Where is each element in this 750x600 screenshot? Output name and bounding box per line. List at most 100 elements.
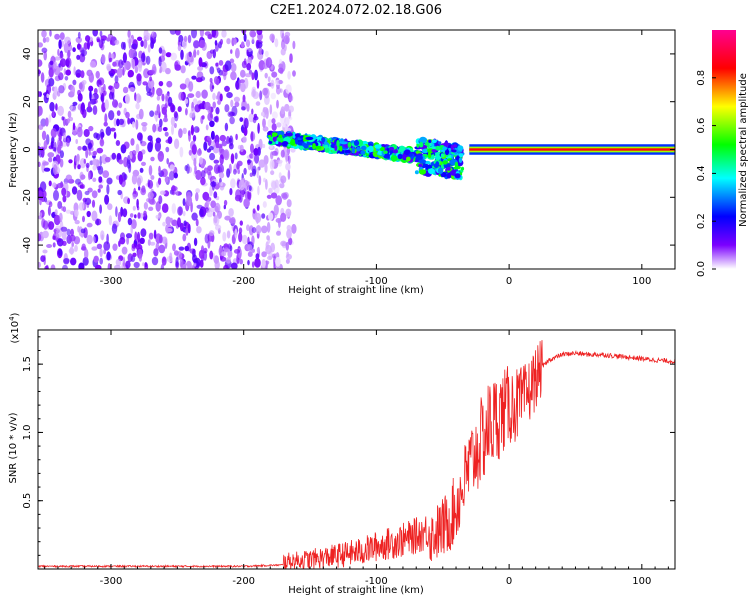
heatmap-cell (259, 90, 263, 101)
heatmap-cell (162, 117, 169, 123)
heatmap-cell (256, 41, 263, 49)
heatmap-cell (213, 164, 220, 174)
heatmap-cell (170, 116, 175, 127)
heatmap-cell (46, 93, 50, 99)
heatmap-cell (48, 201, 53, 208)
heatmap-cell (138, 186, 141, 191)
heatmap-cell (39, 198, 42, 206)
heatmap-cell (253, 148, 259, 156)
heatmap-cell (292, 131, 296, 139)
heatmap-cell (154, 110, 159, 116)
heatmap-cell (286, 224, 292, 231)
heatmap-cell (40, 255, 46, 262)
heatmap-cell (48, 221, 55, 230)
heatmap-cell (271, 123, 277, 131)
heatmap-cell (75, 36, 83, 44)
heatmap-cell (353, 140, 360, 146)
heatmap-cell (292, 40, 296, 50)
heatmap-cell (272, 136, 278, 142)
heatmap-cell (124, 93, 131, 105)
heatmap-cell (199, 30, 204, 38)
heatmap-cell (75, 154, 80, 166)
heatmap-cell (143, 39, 148, 49)
heatmap-cell (281, 141, 289, 147)
heatmap-cell (198, 249, 205, 259)
heatmap-cell (129, 151, 133, 160)
heatmap-cell (180, 65, 186, 74)
heatmap-cell (99, 30, 103, 37)
heatmap-cell (457, 145, 464, 151)
heatmap-cell (38, 70, 42, 75)
heatmap-cell (43, 167, 51, 172)
heatmap-cell (171, 203, 176, 214)
heatmap-cell (182, 210, 186, 217)
heatmap-cell (106, 184, 110, 195)
heatmap-cell (187, 93, 195, 98)
heatmap-cell (219, 93, 223, 102)
heatmap-cell (127, 69, 134, 78)
heatmap-cell (137, 36, 143, 41)
heatmap-cell (113, 118, 118, 127)
heatmap-cell (280, 48, 286, 56)
heatmap-cell (111, 152, 117, 160)
heatmap-cell (171, 124, 174, 135)
heatmap-cell (206, 200, 210, 206)
heatmap-cell (60, 226, 68, 232)
heatmap-cell (155, 242, 160, 251)
heatmap-cell (125, 260, 131, 269)
heatmap-cell (251, 72, 255, 81)
heatmap-cell (224, 104, 230, 113)
heatmap-cell (149, 76, 153, 82)
heatmap-cell (192, 134, 197, 142)
heatmap-cell (99, 248, 103, 258)
heatmap-cell (87, 101, 91, 112)
heatmap-cell (136, 231, 141, 243)
heatmap-cell (80, 231, 84, 238)
heatmap-cell (210, 181, 217, 187)
heatmap-cell (249, 30, 256, 38)
heatmap-cell (135, 143, 140, 153)
heatmap-cell (234, 152, 238, 160)
heatmap-cell (191, 212, 198, 221)
heatmap-cell (247, 251, 253, 257)
heatmap-cell (437, 167, 444, 174)
heatmap-cell (88, 85, 94, 92)
heatmap-cell (86, 222, 93, 228)
heatmap-cell (69, 234, 76, 242)
y-tick-label: 0.5 (22, 493, 33, 509)
heatmap-cell (84, 197, 92, 205)
heatmap-cell (178, 34, 184, 43)
heatmap-cell (84, 248, 89, 260)
heatmap-cell (201, 115, 205, 120)
heatmap-cell (93, 132, 99, 139)
heatmap-cell (266, 235, 270, 241)
heatmap-cell (137, 212, 141, 219)
heatmap-cell (243, 198, 250, 208)
x-tick-label: -100 (365, 576, 388, 587)
heatmap-cell (130, 224, 133, 235)
heatmap-cell (137, 132, 143, 141)
heatmap-cell (263, 155, 269, 165)
heatmap-cell (180, 49, 184, 60)
heatmap-y-ticks: -40 -20 0 20 40 (22, 48, 675, 253)
heatmap-cell (212, 101, 216, 109)
heatmap-cell (228, 137, 232, 143)
heatmap-cell (271, 118, 276, 124)
heatmap-cell (97, 188, 101, 193)
heatmap-cell (53, 61, 58, 69)
heatmap-cell (45, 117, 49, 127)
heatmap-cell (166, 158, 169, 165)
heatmap-cell (367, 145, 374, 153)
heatmap-cell (64, 76, 69, 81)
x-tick-label: -100 (365, 276, 388, 287)
heatmap-cell (103, 241, 111, 251)
heatmap-cell (291, 223, 297, 234)
heatmap-cell (230, 178, 236, 189)
heatmap-cell (248, 185, 252, 192)
heatmap-cell (129, 213, 134, 218)
heatmap-cell (96, 147, 104, 154)
heatmap-cell (120, 41, 125, 50)
heatmap-cell (230, 262, 238, 269)
heatmap-cell (59, 150, 64, 159)
heatmap-cell (182, 233, 187, 242)
